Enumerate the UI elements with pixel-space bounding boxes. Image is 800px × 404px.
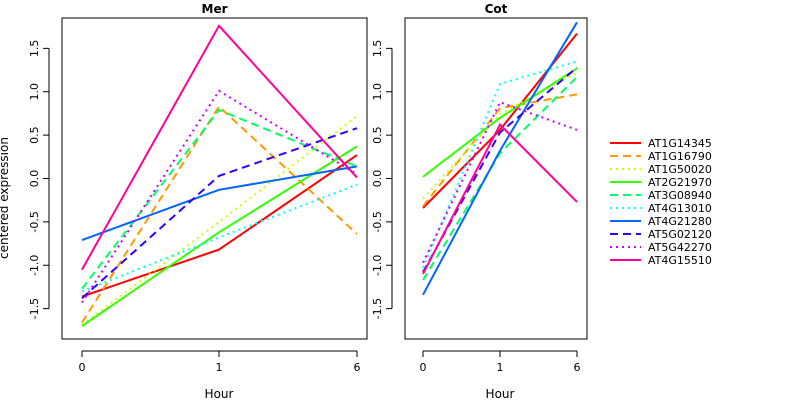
legend-label-at5g02120: AT5G02120	[648, 228, 712, 241]
series-line-mer-at4g13010	[81, 183, 358, 293]
y-tick-label-mer: -0.5	[28, 211, 41, 232]
series-line-mer-at3g08940	[81, 108, 358, 290]
x-tick-label-cot: 0	[420, 361, 427, 374]
legend-label-at3g08940: AT3G08940	[648, 189, 712, 202]
y-tick-label-mer: 1.5	[28, 40, 41, 58]
series-line-mer-at4g21280	[81, 165, 358, 242]
x-tick-label-cot: 1	[497, 361, 504, 374]
y-tick-label-mer: 0.0	[28, 170, 41, 188]
x-tick-label-mer: 0	[79, 361, 86, 374]
series-line-cot-at4g21280	[422, 21, 578, 296]
series-line-mer-at1g16790	[81, 104, 358, 324]
y-tick-label-cot: 1.0	[371, 83, 384, 101]
panel-title-mer: Mer	[202, 2, 228, 16]
series-line-mer-at4g15510	[81, 24, 358, 271]
series-line-cot-at1g16790	[422, 93, 578, 207]
y-tick-label-mer: -1.0	[28, 255, 41, 276]
x-tick-label-mer: 6	[354, 361, 361, 374]
legend-label-at4g15510: AT4G15510	[648, 254, 712, 267]
legend-label-at2g21970: AT2G21970	[648, 176, 712, 189]
series-line-cot-at1g50020	[422, 71, 578, 200]
x-tick-label-cot: 6	[574, 361, 581, 374]
x-tick-label-mer: 1	[216, 361, 223, 374]
series-line-cot-at4g13010	[422, 60, 578, 269]
legend-label-at1g16790: AT1G16790	[648, 150, 712, 163]
y-tick-label-mer: -1.5	[28, 298, 41, 319]
series-line-mer-at5g42270	[81, 89, 358, 304]
series-line-mer-at5g02120	[81, 127, 358, 299]
series-line-cot-at2g21970	[422, 67, 578, 178]
y-tick-label-cot: -1.0	[371, 255, 384, 276]
y-tick-label-cot: 0.5	[371, 126, 384, 144]
series-line-mer-at1g50020	[81, 115, 358, 326]
plot-frame-mer	[61, 17, 368, 340]
legend-label-at4g13010: AT4G13010	[648, 202, 712, 215]
y-tick-label-cot: 1.5	[371, 40, 384, 58]
series-line-cot-at3g08940	[422, 76, 578, 281]
y-tick-label-mer: 0.5	[28, 126, 41, 144]
series-line-mer-at1g14345	[81, 154, 358, 298]
legend-label-at1g14345: AT1G14345	[648, 137, 712, 150]
legend-label-at5g42270: AT5G42270	[648, 241, 712, 254]
y-tick-label-cot: -0.5	[371, 211, 384, 232]
y-tick-label-cot: -1.5	[371, 298, 384, 319]
panel-title-cot: Cot	[485, 2, 508, 16]
x-axis-title-mer: Hour	[205, 387, 234, 400]
x-axis-title-cot: Hour	[486, 387, 515, 400]
y-tick-label-mer: 1.0	[28, 83, 41, 101]
y-tick-label-cot: 0.0	[371, 170, 384, 188]
plot-frame-cot	[404, 17, 588, 340]
y-axis-title: centered expression	[0, 137, 11, 259]
legend-label-at1g50020: AT1G50020	[648, 163, 712, 176]
series-line-cot-at4g15510	[422, 123, 578, 275]
legend-label-at4g21280: AT4G21280	[648, 215, 712, 228]
